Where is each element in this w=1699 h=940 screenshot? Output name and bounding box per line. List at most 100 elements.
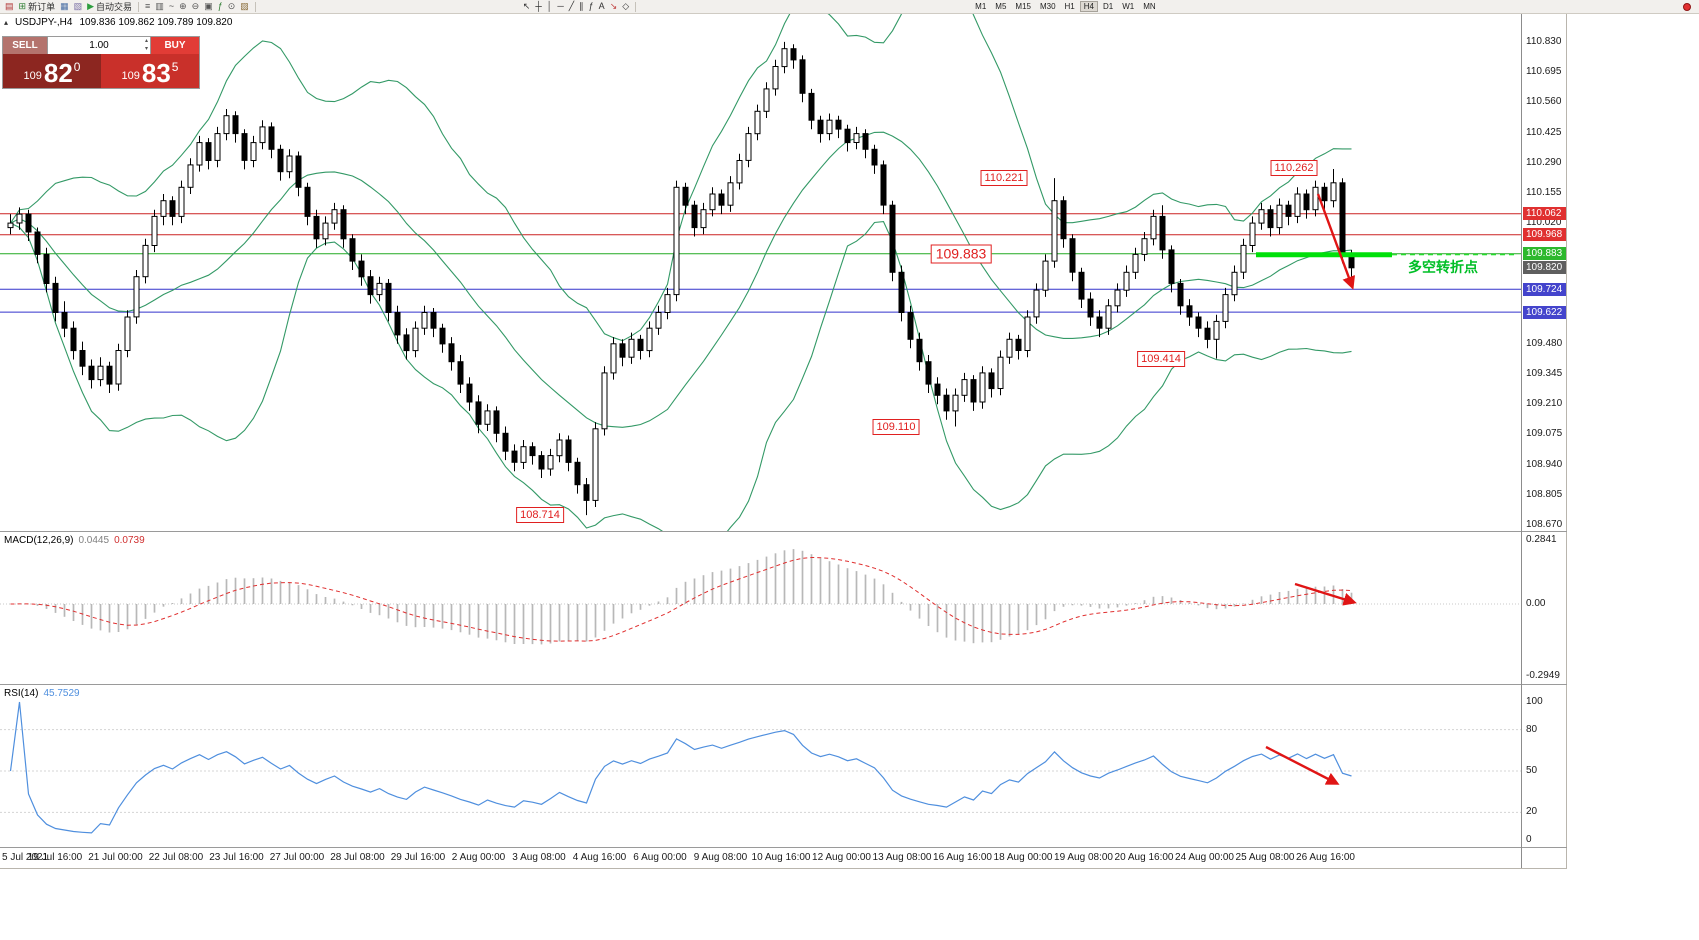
sell-button[interactable]: SELL bbox=[3, 37, 47, 54]
price-axis-label: 110.830 bbox=[1526, 36, 1562, 47]
buy-button[interactable]: BUY bbox=[151, 37, 199, 54]
collapse-panel-icon[interactable]: ▴ bbox=[4, 18, 9, 27]
time-axis-label: 13 Aug 08:00 bbox=[872, 852, 932, 863]
sell-price[interactable]: 109 82 0 bbox=[3, 54, 101, 88]
trendline-button[interactable]: ╱ bbox=[567, 1, 576, 13]
panel-separator bbox=[0, 847, 1567, 848]
profiles-button[interactable]: ▧ bbox=[72, 1, 85, 13]
time-axis-label: 2 Aug 00:00 bbox=[451, 852, 506, 863]
macd-value: 0.0445 bbox=[78, 535, 110, 546]
time-axis-label: 5 Jul 2021 bbox=[2, 852, 49, 863]
periods-button[interactable]: ⊙ bbox=[226, 1, 238, 13]
price-axis[interactable]: 110.830 110.695 110.560 110.425 110.290 110.1… bbox=[1523, 14, 1566, 531]
price-badge: 109.883 bbox=[1523, 247, 1566, 260]
templates-button[interactable]: ▨ bbox=[238, 1, 251, 13]
new-order-icon: ⊞ bbox=[18, 1, 27, 11]
volume-down-icon[interactable]: ▾ bbox=[144, 46, 148, 52]
crosshair-button[interactable]: ┼ bbox=[533, 1, 543, 13]
timeframe-m30-button[interactable]: M30 bbox=[1039, 2, 1056, 11]
rsi-axis: 100 80 50 20 0 bbox=[1523, 685, 1566, 847]
axis-divider bbox=[1521, 14, 1522, 868]
main-price-chart[interactable] bbox=[0, 14, 1521, 531]
time-axis-label: 25 Aug 08:00 bbox=[1235, 852, 1295, 863]
timeframe-mn-button[interactable]: MN bbox=[1143, 2, 1156, 11]
time-axis-label: 18 Aug 00:00 bbox=[993, 852, 1053, 863]
rsi-name: RSI(14) bbox=[4, 688, 39, 699]
zoom-in-icon: ⊕ bbox=[179, 1, 187, 11]
bar-chart-button[interactable]: ≡ bbox=[143, 1, 152, 13]
sell-price-point: 0 bbox=[73, 60, 81, 74]
macd-label: MACD(12,26,9) 0.0445 0.0739 bbox=[4, 535, 145, 546]
rsi-panel[interactable] bbox=[0, 685, 1521, 847]
macd-axis: 0.2841 0.00 -0.2949 bbox=[1523, 532, 1566, 684]
rsi-label: RSI(14) 45.7529 bbox=[4, 688, 80, 699]
panel-separator[interactable] bbox=[0, 531, 1567, 532]
profiles-icon: ▧ bbox=[73, 1, 83, 11]
cursor-button[interactable]: ↖ bbox=[521, 1, 533, 13]
line-chart-button[interactable]: ~ bbox=[167, 1, 176, 13]
toolbar-separator bbox=[635, 1, 637, 12]
macd-axis-label: 0.00 bbox=[1526, 598, 1546, 609]
time-axis-label: 22 Jul 08:00 bbox=[148, 852, 204, 863]
price-axis-label: 110.020 bbox=[1526, 217, 1562, 228]
time-axis-label: 19 Aug 08:00 bbox=[1054, 852, 1113, 863]
horizontal-line-button[interactable]: ─ bbox=[555, 1, 565, 13]
autotrading-button[interactable]: ▶ 自动交易 bbox=[85, 1, 134, 13]
shapes-button[interactable]: ◇ bbox=[620, 1, 631, 13]
arrows-button[interactable]: ↘ bbox=[608, 1, 620, 13]
zoom-out-icon: ⊖ bbox=[191, 1, 200, 11]
timeframe-m5-button[interactable]: M5 bbox=[995, 2, 1007, 11]
text-button[interactable]: A bbox=[597, 1, 607, 13]
indicators-button[interactable]: ƒ bbox=[216, 1, 225, 13]
new-order-button[interactable]: ⊞ 新订单 bbox=[17, 1, 58, 13]
timeframe-h1-button[interactable]: H1 bbox=[1064, 2, 1075, 11]
time-axis[interactable]: 5 Jul 2021 19 Jul 16:00 21 Jul 00:00 22 Jul… bbox=[0, 848, 1521, 868]
one-click-trading-panel: SELL 1.00 ▴ ▾ BUY 109 82 0 109 83 5 bbox=[2, 36, 200, 89]
charts-grid-icon: ▦ bbox=[60, 1, 69, 11]
price-badge: 109.724 bbox=[1523, 283, 1566, 296]
fibonacci-button[interactable]: ƒ bbox=[587, 1, 596, 13]
app-icon-button[interactable]: ▤ bbox=[3, 1, 16, 13]
tile-windows-button[interactable]: ▣ bbox=[202, 1, 215, 13]
price-axis-label: 109.480 bbox=[1526, 338, 1563, 349]
chart-window: ▴ USDJPY-,H4 109.836 109.862 109.789 109… bbox=[0, 14, 1567, 869]
timeframe-d1-button[interactable]: D1 bbox=[1103, 2, 1114, 11]
panel-separator[interactable] bbox=[0, 684, 1567, 685]
charts-grid-button[interactable]: ▦ bbox=[58, 1, 71, 13]
buy-price-point: 5 bbox=[171, 60, 179, 74]
timeframe-w1-button[interactable]: W1 bbox=[1122, 2, 1135, 11]
timeframe-m15-button[interactable]: M15 bbox=[1015, 2, 1031, 11]
macd-axis-label: -0.2949 bbox=[1526, 670, 1560, 681]
toolbar-separator bbox=[254, 1, 256, 12]
macd-panel[interactable] bbox=[0, 532, 1521, 684]
sell-price-figure: 109 bbox=[23, 70, 42, 82]
indicators-icon: ƒ bbox=[217, 1, 223, 11]
timeframe-m1-button[interactable]: M1 bbox=[975, 2, 987, 11]
rsi-value: 45.7529 bbox=[43, 688, 80, 699]
volume-input[interactable]: 1.00 ▴ ▾ bbox=[47, 37, 151, 54]
vertical-line-button[interactable]: │ bbox=[545, 1, 555, 13]
time-axis-label: 27 Jul 00:00 bbox=[269, 852, 325, 863]
fibonacci-icon: ƒ bbox=[588, 1, 594, 11]
autotrading-icon: ▶ bbox=[87, 1, 95, 11]
timeframe-h4-button[interactable]: H4 bbox=[1079, 1, 1098, 12]
price-badge: 109.820 bbox=[1523, 261, 1566, 274]
time-axis-label: 23 Jul 16:00 bbox=[209, 852, 264, 863]
time-axis-label: 10 Aug 16:00 bbox=[751, 852, 811, 863]
channel-button[interactable]: ∥ bbox=[577, 1, 586, 13]
volume-stepper[interactable]: ▴ ▾ bbox=[145, 37, 148, 53]
zoom-in-button[interactable]: ⊕ bbox=[177, 1, 189, 13]
volume-up-icon[interactable]: ▴ bbox=[144, 38, 148, 44]
zoom-out-button[interactable]: ⊖ bbox=[190, 1, 202, 13]
candle-chart-button[interactable]: ▥ bbox=[153, 1, 166, 13]
periods-icon: ⊙ bbox=[227, 1, 236, 11]
buy-price[interactable]: 109 83 5 bbox=[101, 54, 199, 88]
app-icon-icon: ▤ bbox=[5, 1, 14, 11]
time-axis-label: 16 Aug 16:00 bbox=[933, 852, 992, 863]
price-annotation: 109.414 bbox=[1137, 351, 1185, 367]
arrows-icon: ↘ bbox=[609, 1, 618, 11]
volume-value: 1.00 bbox=[89, 40, 109, 51]
price-axis-label: 110.155 bbox=[1526, 187, 1562, 198]
horizontal-line-icon: ─ bbox=[557, 1, 564, 11]
autotrading-button-label: 自动交易 bbox=[96, 2, 133, 12]
